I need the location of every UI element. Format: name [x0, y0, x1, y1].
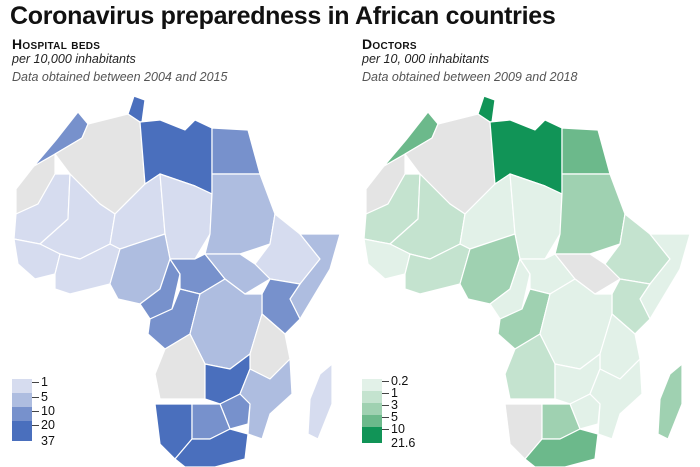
region-tunisia	[477, 95, 496, 123]
legend-swatch	[362, 427, 382, 443]
legend-label: 1	[41, 375, 48, 389]
legend-label: 10	[391, 422, 405, 436]
region-sudan	[204, 173, 276, 255]
legend-label: 5	[391, 410, 398, 424]
legend-swatch	[12, 407, 32, 421]
panel-subtitle: per 10,000 inhabitants	[12, 52, 136, 66]
hospital-beds-panel: Hospital beds per 10,000 inhabitants Dat…	[0, 34, 350, 467]
legend-swatch	[12, 393, 32, 407]
legend-swatch	[12, 379, 32, 393]
region-egypt	[211, 127, 261, 175]
legend-label: 20	[41, 418, 55, 432]
legend-label: 5	[41, 390, 48, 404]
region-egypt	[561, 127, 611, 175]
legend-label: 37	[41, 434, 55, 448]
africa-map-doctors	[363, 95, 691, 467]
panel-subtitle: per 10, 000 inhabitants	[362, 52, 490, 66]
panel-title: Doctors	[362, 36, 417, 52]
legend-swatch	[362, 403, 382, 415]
doctors-panel: Doctors per 10, 000 inhabitants Data obt…	[350, 34, 700, 467]
region-sudan	[554, 173, 626, 255]
region-madagascar	[307, 363, 333, 440]
panel-date-range: Data obtained between 2009 and 2018	[362, 70, 578, 84]
legend-label: 21.6	[391, 436, 416, 450]
legend-swatch	[12, 421, 32, 441]
region-madagascar	[657, 363, 683, 440]
legend-label: 0.2	[391, 374, 409, 388]
legend-label: 1	[391, 386, 398, 400]
region-tunisia	[127, 95, 146, 123]
legend-swatch	[362, 391, 382, 403]
panel-title: Hospital beds	[12, 36, 101, 52]
legend-swatch	[362, 415, 382, 427]
legend-label: 10	[41, 404, 55, 418]
region-south-africa	[524, 428, 599, 467]
legend-swatch	[362, 379, 382, 391]
panel-date-range: Data obtained between 2004 and 2015	[12, 70, 228, 84]
legend-label: 3	[391, 398, 398, 412]
page-title: Coronavirus preparedness in African coun…	[10, 2, 556, 30]
region-south-africa	[174, 428, 249, 467]
africa-map-hospital-beds	[13, 95, 341, 467]
